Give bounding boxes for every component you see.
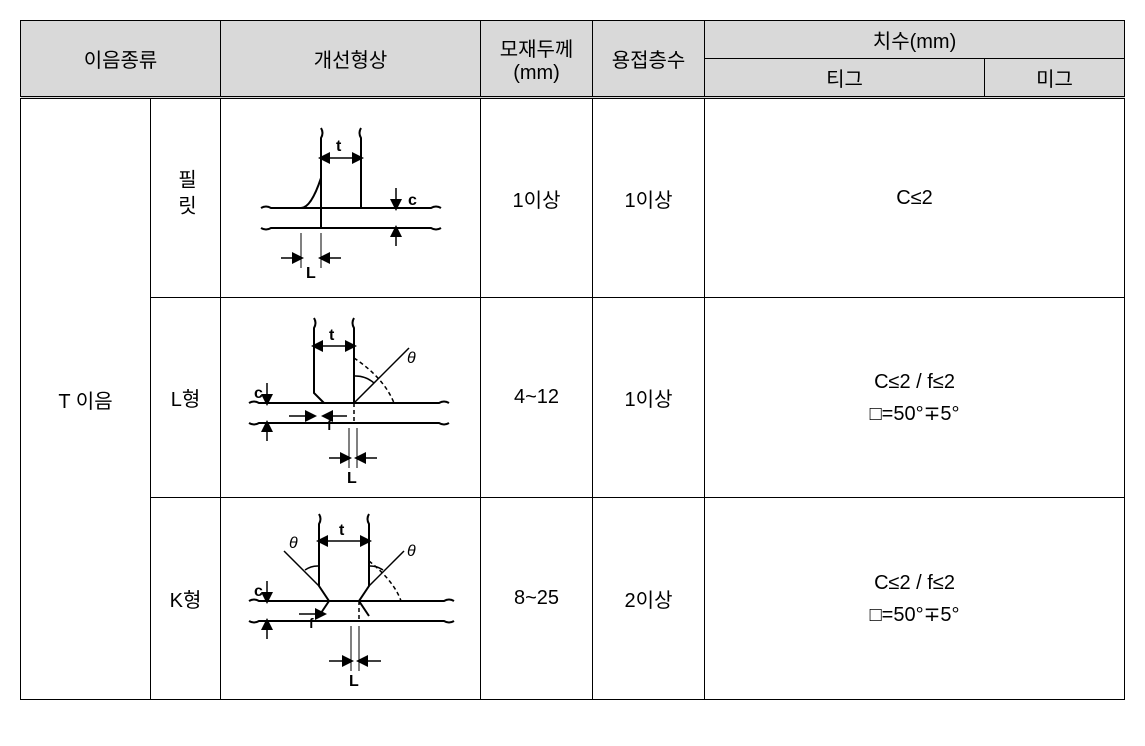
header-weld-layers: 용접층수 [593,21,705,98]
subtype-cell-0: 필릿 [151,98,221,298]
dimensions-cell-2: C≤2 / f≤2 □=50°∓5° [705,498,1125,700]
thickness-cell-1: 4~12 [481,298,593,498]
svg-text:t: t [339,522,345,539]
svg-text:θ: θ [407,350,416,367]
header-dimensions: 치수(mm) [705,21,1125,59]
fillet-diagram-icon: t c L [236,113,466,283]
header-base-thickness-label: 모재두께 (mm) [485,33,588,85]
diagram-cell-1: θ t c f L [221,298,481,498]
l-groove-diagram-icon: θ t c f L [229,308,479,488]
svg-text:θ: θ [407,543,416,560]
subtype-cell-1: L형 [151,298,221,498]
welding-joint-table: 이음종류 개선형상 모재두께 (mm) 용접층수 치수(mm) 티그 미그 T … [20,20,1125,700]
svg-text:c: c [254,583,263,600]
svg-text:f: f [309,615,314,631]
joint-group-cell: T 이음 [21,98,151,700]
thickness-cell-0: 1이상 [481,98,593,298]
svg-text:c: c [254,385,263,402]
layers-cell-0: 1이상 [593,98,705,298]
svg-text:t: t [336,138,342,155]
thickness-cell-2: 8~25 [481,498,593,700]
header-base-thickness: 모재두께 (mm) [481,21,593,98]
svg-text:θ: θ [289,535,298,552]
diagram-cell-0: t c L [221,98,481,298]
dimensions-cell-0: C≤2 [705,98,1125,298]
subtype-cell-2: K형 [151,498,221,700]
header-mig: 미그 [985,59,1125,98]
svg-text:c: c [408,192,417,209]
svg-text:f: f [327,417,332,433]
header-tig: 티그 [705,59,985,98]
svg-text:L: L [347,470,357,487]
layers-cell-2: 2이상 [593,498,705,700]
dimensions-cell-1: C≤2 / f≤2 □=50°∓5° [705,298,1125,498]
svg-text:t: t [329,327,335,344]
diagram-cell-2: θ θ t c f [221,498,481,700]
layers-cell-1: 1이상 [593,298,705,498]
header-groove-shape: 개선형상 [221,21,481,98]
k-groove-diagram-icon: θ θ t c f [229,506,479,691]
svg-text:L: L [349,673,359,690]
svg-text:L: L [306,265,316,282]
header-joint-type: 이음종류 [21,21,221,98]
